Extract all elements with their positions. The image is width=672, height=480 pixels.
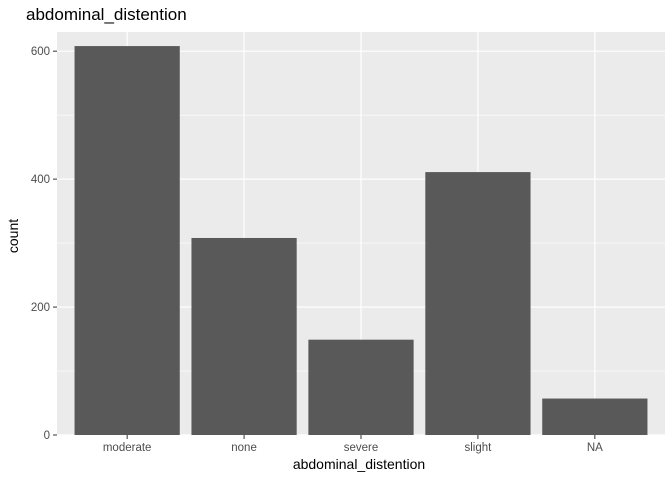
bar-slight — [425, 172, 531, 436]
bar-none — [191, 237, 297, 435]
y-tick-label: 200 — [31, 302, 50, 314]
x-tick-label: NA — [587, 442, 603, 454]
x-tick-label: none — [231, 442, 257, 454]
chart-title: abdominal_distention — [26, 5, 187, 24]
x-tick-label: slight — [464, 442, 492, 454]
bar-moderate — [74, 46, 180, 435]
y-axis: 0 200 400 600 — [31, 46, 57, 442]
x-tick-label: moderate — [103, 442, 152, 454]
y-tick-label: 400 — [31, 174, 50, 186]
bar-severe — [308, 339, 414, 435]
bar-NA — [542, 398, 648, 435]
x-axis-title: abdominal_distention — [293, 456, 425, 472]
y-axis-title: count — [5, 219, 21, 253]
x-tick-label: severe — [344, 442, 379, 454]
x-axis: moderate none severe slight NA — [103, 435, 603, 454]
y-tick-label: 600 — [31, 46, 50, 58]
bars — [74, 46, 648, 436]
y-tick-label: 0 — [44, 430, 50, 442]
